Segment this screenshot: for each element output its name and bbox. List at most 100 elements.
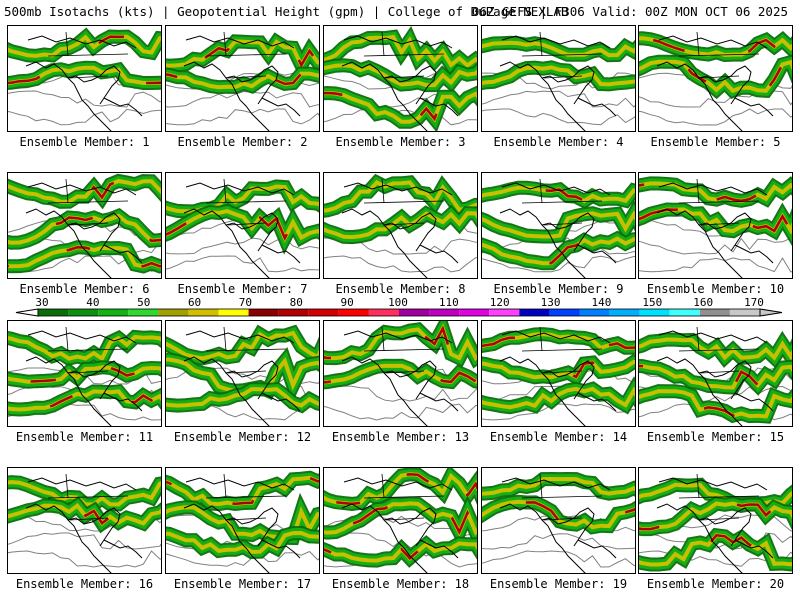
colorbar-swatch [699,309,730,316]
coastline [25,182,143,278]
isotach-map [324,26,477,131]
ensemble-member-caption: Ensemble Member: 2 [177,135,308,149]
jet-stream-band [8,331,161,366]
isotach-map [8,27,161,131]
height-contour [482,108,635,126]
ensemble-member-caption: Ensemble Member: 3 [335,135,466,149]
height-contour [639,532,792,550]
jet-stream-band [324,211,477,240]
height-contour [166,237,319,255]
colorbar-tick-label: 150 [642,296,662,309]
ensemble-member-caption: Ensemble Member: 17 [173,577,312,591]
ensemble-map-panel [481,172,636,279]
colorbar-swatch [248,309,279,316]
colorbar-right-arrow [759,308,783,317]
jet-stream-band [639,337,792,361]
ensemble-map-panel [165,467,320,574]
colorbar-tick-label: 30 [35,296,48,309]
height-contour [639,108,792,126]
jet-stream-band [482,359,635,380]
ensemble-map-panel [323,172,478,279]
header-run-info: 06Z GEFS | F306 Valid: 00Z MON OCT 06 20… [471,4,788,19]
colorbar-swatch [549,309,580,316]
political-border [47,178,129,226]
isotach-map [482,178,635,278]
ensemble-map-panel [7,320,162,427]
isotach-map [166,178,319,278]
ensemble-map-panel [165,172,320,279]
political-border [521,178,603,226]
jet-stream-band [166,472,319,510]
jet-core [639,37,792,57]
colorbar-tick-label: 160 [693,296,713,309]
jet-stream-band [324,63,477,88]
height-contour [324,255,477,273]
colorbar-tick-label: 50 [137,296,150,309]
political-border [363,326,445,374]
jet-stream-band [166,39,319,70]
political-border [205,178,287,226]
ensemble-map-panel [638,25,793,132]
isotach-map [482,471,635,573]
colorbar-swatch [338,309,369,316]
jet-stream-band [324,90,477,124]
political-border [678,178,760,226]
colorbar-left-arrow [15,308,39,317]
colorbar-tick-label: 100 [388,296,408,309]
jet-core [8,66,161,85]
colorbar-swatch [399,309,430,316]
ensemble-map-panel [7,25,162,132]
political-border [363,178,445,226]
coastline [341,477,459,573]
height-contour [639,237,792,255]
ensemble-member-caption: Ensemble Member: 14 [489,430,628,444]
colorbar-swatch [38,309,69,316]
colorbar-swatch [429,309,460,316]
isotach-map [8,473,161,573]
coastline [656,35,774,131]
jet-stream-band [482,210,635,239]
colorbar-tick-label: 70 [239,296,252,309]
jet-core [166,72,319,89]
ensemble-map-panel [638,320,793,427]
political-border [363,473,445,521]
colorbar-swatch [308,309,339,316]
colorbar-swatch [368,309,399,316]
ensemble-member-caption: Ensemble Member: 15 [646,430,785,444]
jet-stream-band [166,530,319,554]
jet-stream-band [8,178,161,204]
ensemble-member-caption: Ensemble Member: 16 [15,577,154,591]
colorbar-swatch [158,309,189,316]
colorbar-tick-label: 140 [591,296,611,309]
height-contour [482,533,635,550]
jet-stream-band [166,505,319,541]
jet-core [166,476,319,506]
colorbar-swatch [669,309,700,316]
political-border [205,473,287,521]
isotach-colorbar: 30 40 50 60 70 80 90 100 110 120 130 140 150 160 170 [15,296,783,317]
jet-stream-band [8,480,161,507]
isotach-map [166,324,319,426]
height-contour [166,90,319,108]
height-contour [8,90,161,108]
political-border [47,31,129,79]
ensemble-map-panel [323,320,478,427]
colorbar-tick-label: 80 [290,296,303,309]
ensemble-member-caption: Ensemble Member: 10 [646,282,785,296]
jet-core [324,364,477,384]
coastline [183,477,301,573]
coastline [656,330,774,426]
ensemble-member-caption: Ensemble Member: 11 [15,430,154,444]
ensemble-member-caption: Ensemble Member: 7 [177,282,308,296]
isotach-map [8,326,161,426]
colorbar-swatch [459,309,490,316]
ensemble-member-caption: Ensemble Member: 8 [335,282,466,296]
jet-stream-band [482,476,635,496]
ensemble-map-panel [638,172,793,279]
isotach-map [8,173,161,278]
colorbar-tick-label: 110 [439,296,459,309]
height-contour [8,550,161,568]
isotach-map [639,326,792,426]
isotach-map [324,468,477,573]
ensemble-map-panel [7,172,162,279]
